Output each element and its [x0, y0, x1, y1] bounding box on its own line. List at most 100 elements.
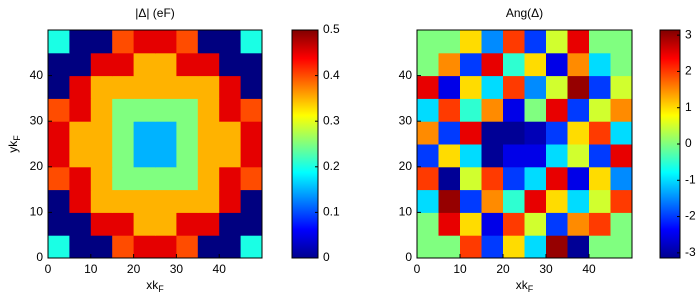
heat-cell — [197, 235, 220, 259]
heat-cell — [133, 166, 156, 191]
heat-cell — [197, 212, 220, 236]
heat-cell — [610, 189, 633, 213]
colorbar-tick-label: 0.1 — [323, 205, 340, 219]
heat-cell — [219, 144, 242, 168]
axis-label-sub: F — [158, 284, 164, 294]
heat-cell — [240, 235, 263, 259]
heat-cell — [610, 166, 633, 191]
heat-cell — [112, 235, 135, 259]
heat-cell — [176, 212, 199, 236]
heat-cell — [112, 189, 135, 213]
heat-cell — [48, 189, 70, 213]
heat-cell — [417, 121, 439, 145]
colorbar-tick-label: -3 — [685, 245, 696, 259]
heat-cell — [155, 30, 177, 54]
heat-cell — [176, 235, 199, 259]
heat-cell — [197, 52, 220, 77]
heat-cell — [438, 98, 461, 122]
heat-cell — [133, 189, 156, 213]
heat-cell — [197, 189, 220, 213]
heat-cell — [90, 235, 113, 259]
x-tick-label: 30 — [539, 262, 553, 276]
heat-cell — [69, 52, 92, 77]
x-tick-label: 30 — [170, 262, 184, 276]
heat-cell — [438, 121, 461, 145]
heat-cell — [460, 52, 482, 77]
heat-cell — [176, 121, 199, 145]
heat-cell — [524, 75, 547, 99]
colorbar-tick-label: 0.3 — [323, 113, 340, 127]
heat-cell — [219, 212, 242, 236]
heat-cell — [567, 212, 590, 236]
heat-cell — [546, 121, 568, 145]
heat-cell — [567, 189, 590, 213]
heat-cell — [69, 235, 92, 259]
heat-cell — [48, 144, 70, 168]
colorbar-tick-label: 0.2 — [323, 159, 340, 173]
heat-cell — [460, 98, 482, 122]
heat-cell — [503, 30, 525, 54]
x-tick-label: 20 — [127, 262, 141, 276]
heat-cell — [133, 75, 156, 99]
y-tick-label: 10 — [30, 205, 44, 219]
heat-cell — [417, 235, 439, 259]
axis-label-main: xk — [146, 278, 159, 292]
heat-cell — [589, 144, 611, 168]
heat-cell — [197, 75, 220, 99]
y-tick-label: 30 — [399, 113, 413, 127]
heat-cell — [112, 98, 135, 122]
heat-cell — [524, 30, 547, 54]
heat-cell — [417, 166, 439, 191]
heat-cell — [589, 235, 611, 259]
chart-title: |Δ| (eF) — [135, 6, 175, 20]
heat-cell — [69, 166, 92, 191]
heat-cell — [546, 75, 568, 99]
heat-cell — [503, 212, 525, 236]
heat-cell — [90, 189, 113, 213]
x-tick-label: 10 — [453, 262, 467, 276]
y-tick-label: 10 — [399, 205, 413, 219]
heat-cell — [417, 189, 439, 213]
heat-cell — [546, 30, 568, 54]
heat-cell — [417, 75, 439, 99]
y-tick-label: 30 — [30, 113, 44, 127]
heat-cell — [69, 30, 92, 54]
chart-title: Ang(Δ) — [506, 6, 543, 20]
heat-cell — [48, 30, 70, 54]
heat-cell — [589, 212, 611, 236]
heat-cell — [48, 75, 70, 99]
heat-cell — [610, 30, 633, 54]
x-tick-label: 40 — [582, 262, 596, 276]
heat-cell — [503, 166, 525, 191]
heat-cell — [90, 166, 113, 191]
heat-cell — [133, 98, 156, 122]
heat-cell — [219, 235, 242, 259]
heat-cell — [524, 235, 547, 259]
axis-label: ykF — [6, 135, 22, 153]
heat-cell — [133, 30, 156, 54]
heat-cell — [438, 235, 461, 259]
heat-cell — [240, 212, 263, 236]
heat-cell — [48, 235, 70, 259]
heat-cell — [546, 98, 568, 122]
heat-cell — [176, 75, 199, 99]
y-tick-label: 0 — [405, 250, 412, 264]
heat-cell — [503, 235, 525, 259]
heat-cell — [610, 52, 633, 77]
heat-cell — [155, 166, 177, 191]
heat-cell — [90, 52, 113, 77]
heat-cell — [197, 166, 220, 191]
heat-cell — [481, 98, 504, 122]
heat-cell — [133, 235, 156, 259]
heat-cell — [481, 235, 504, 259]
heat-cell — [438, 144, 461, 168]
heat-cell — [197, 121, 220, 145]
heat-cell — [610, 235, 633, 259]
heat-cell — [589, 52, 611, 77]
x-tick-label: 20 — [496, 262, 510, 276]
heat-cell — [567, 235, 590, 259]
colorbar-tick-label: 3 — [685, 27, 692, 41]
heat-cell — [610, 144, 633, 168]
heat-cell — [589, 75, 611, 99]
heat-cell — [503, 144, 525, 168]
